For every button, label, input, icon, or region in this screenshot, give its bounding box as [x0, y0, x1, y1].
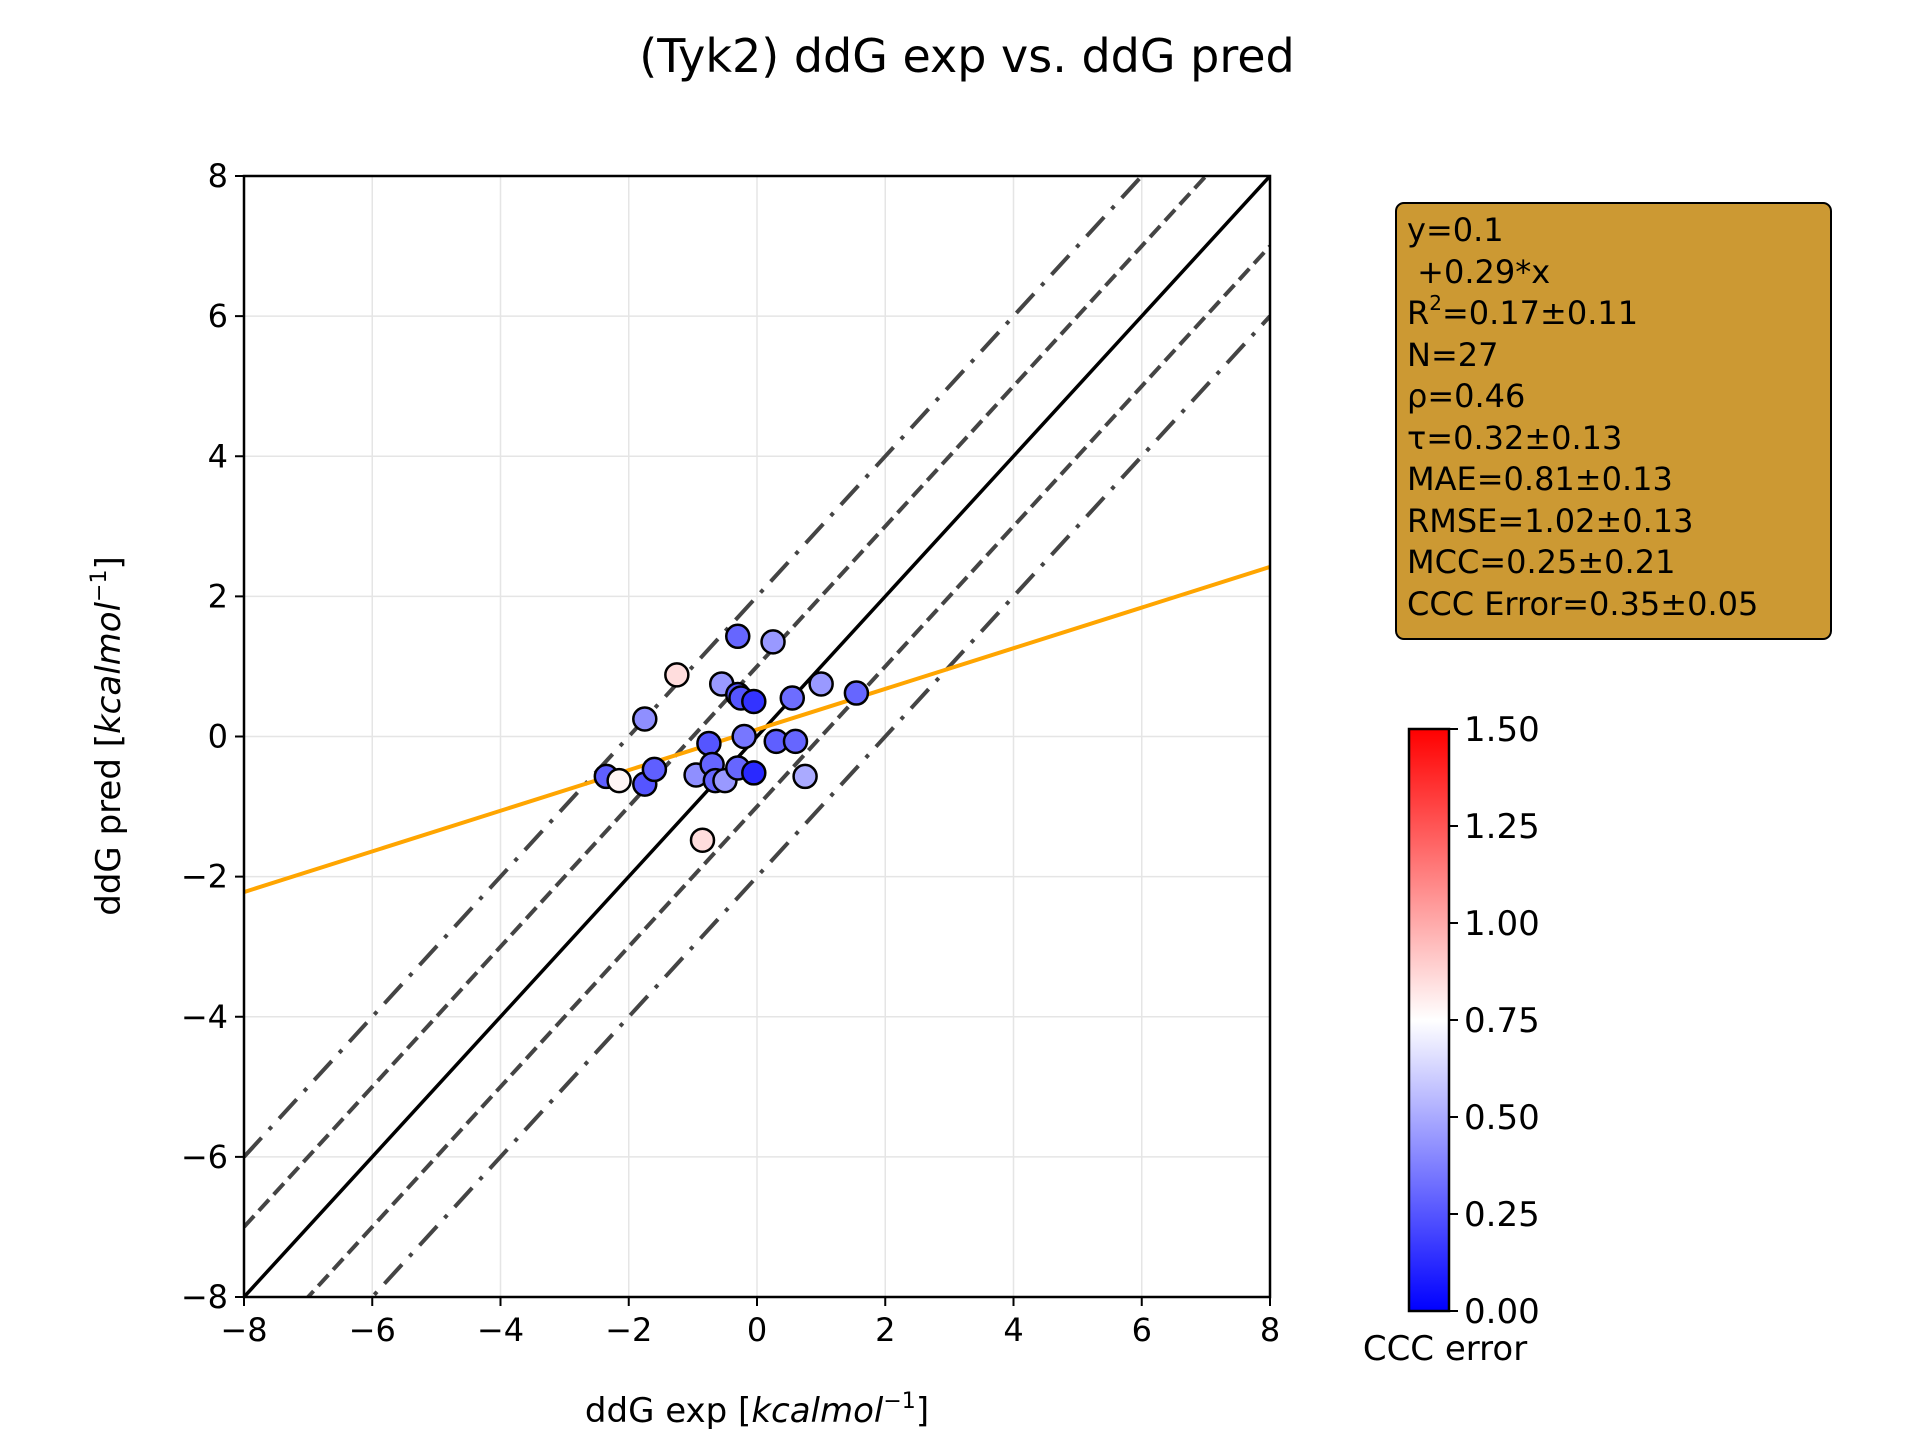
spearman-rho: ρ=0.46: [1407, 377, 1526, 415]
data-point-7: [689, 827, 716, 853]
data-point-13: [725, 623, 751, 650]
data-point-20: [760, 629, 786, 655]
x-tick-label-0: −8: [220, 1311, 267, 1349]
dashed-band-line-1: [244, 176, 1209, 1229]
data-point-17: [731, 723, 757, 750]
y-tick-label-4: 0: [208, 718, 228, 756]
data-point-22: [779, 685, 806, 711]
colorbar: [1407, 727, 1451, 1313]
r-squared-exponent: 2: [1429, 291, 1442, 315]
x-axis-label: ddG exp [kcalmol−1]: [585, 1389, 929, 1431]
y-tick-label-3: −2: [181, 858, 228, 896]
y-tick-label-6: 4: [208, 437, 228, 475]
data-point-4: [641, 756, 668, 783]
x-axis-label-close: ]: [916, 1391, 929, 1431]
x-tick-label-3: −2: [605, 1311, 652, 1349]
data-points: [593, 623, 870, 853]
x-tick-label-4: 0: [747, 1311, 767, 1349]
dashdot-band-line-1: [244, 176, 1145, 1159]
y-tick-label-8: 8: [208, 157, 228, 195]
colorbar-tick-label-4: 1.00: [1464, 904, 1540, 944]
x-tick-label-1: −6: [349, 1311, 396, 1349]
y-tick-label-2: −4: [181, 998, 228, 1036]
x-tick-label-2: −4: [477, 1311, 524, 1349]
colorbar-tick-label-6: 1.50: [1464, 710, 1540, 750]
r-squared: R2=0.17±0.11: [1407, 293, 1820, 335]
y-tick-label-0: −8: [181, 1278, 228, 1316]
y-axis-label-exponent: −1: [87, 570, 112, 602]
colorbar-tick-label-2: 0.50: [1464, 1098, 1540, 1138]
x-axis-ticks: −8 −6 −4 −2 0 2 4 6 8: [220, 1297, 1280, 1349]
stats-box: y=0.1 +0.29*x R2=0.17±0.11 N=27 ρ=0.46 τ…: [1395, 202, 1832, 640]
y-tick-label-5: 2: [208, 577, 228, 615]
colorbar-tick-label-3: 0.75: [1464, 1001, 1540, 1041]
x-axis-label-unit: kcalmol: [751, 1391, 884, 1431]
x-tick-label-5: 2: [875, 1311, 895, 1349]
sample-count: N=27: [1407, 335, 1499, 374]
mcc-stat: MCC=0.25±0.21: [1407, 543, 1676, 581]
y-tick-label-1: −6: [181, 1138, 228, 1176]
data-point-5: [664, 662, 690, 688]
x-tick-label-6: 4: [1003, 1311, 1023, 1349]
data-point-19: [741, 760, 767, 786]
data-point-1: [606, 767, 632, 794]
r-squared-value: =0.17±0.11: [1441, 294, 1639, 332]
colorbar-tick-label-0: 0.00: [1464, 1292, 1540, 1332]
data-point-18: [741, 688, 767, 715]
y-axis-label: ddG pred [kcalmol−1]: [87, 556, 129, 915]
mae-stat: MAE=0.81±0.13: [1407, 460, 1673, 498]
x-tick-label-8: 8: [1260, 1311, 1280, 1349]
colorbar-tick-label-1: 0.25: [1464, 1195, 1540, 1235]
data-point-24: [792, 763, 818, 790]
rmse-stat: RMSE=1.02±0.13: [1407, 501, 1694, 540]
chart-title: (Tyk2) ddG exp vs. ddG pred: [639, 29, 1294, 83]
x-tick-label-7: 6: [1132, 1311, 1152, 1349]
fit-equation-line2: +0.29*x: [1407, 252, 1551, 291]
data-point-2: [632, 706, 658, 732]
y-tick-label-7: 6: [208, 297, 228, 335]
colorbar-tick-label-5: 1.25: [1464, 807, 1540, 847]
kendall-tau: τ=0.32±0.13: [1407, 418, 1623, 457]
colorbar-label: CCC error: [1363, 1329, 1527, 1369]
y-axis-label-text: ddG pred [: [89, 734, 129, 916]
data-point-26: [843, 680, 870, 706]
fit-equation-line1: y=0.1: [1407, 211, 1504, 249]
colorbar-ticks: 0.00 0.25 0.50 0.75 1.00 1.25 1.50: [1449, 710, 1540, 1332]
data-point-23: [782, 728, 809, 755]
y-axis-label-close: ]: [89, 556, 129, 569]
x-axis-label-exponent: −1: [883, 1389, 915, 1414]
dashdot-band-line-0: [369, 314, 1270, 1297]
r-squared-symbol: R: [1407, 294, 1430, 332]
reference-lines: [244, 176, 1270, 1297]
fit-line: [244, 565, 1270, 894]
y-axis-ticks: −8 −6 −4 −2 0 2 4 6 8: [181, 157, 244, 1316]
ccc-error-stat: CCC Error=0.35±0.05: [1407, 584, 1759, 623]
y-axis-label-unit: kcalmol: [89, 601, 129, 734]
x-axis-label-text: ddG exp [: [585, 1391, 751, 1431]
data-point-8: [696, 730, 722, 757]
identity-line: [244, 176, 1270, 1297]
data-point-25: [808, 671, 834, 697]
dashed-band-line-0: [305, 244, 1270, 1297]
